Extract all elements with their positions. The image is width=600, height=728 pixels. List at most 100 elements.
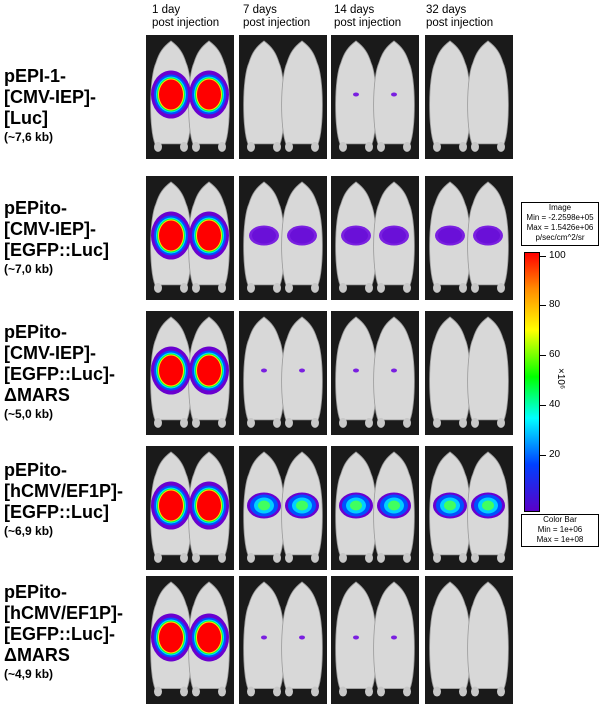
bioluminescence-signal (433, 492, 467, 519)
mouse-silhouette (335, 40, 377, 152)
imaging-panel (331, 35, 419, 159)
color-bar-tick (540, 305, 546, 306)
color-bar-tick-label: 80 (549, 299, 561, 310)
imaging-panel (331, 446, 419, 570)
column-header-7-days: 7 days post injection (243, 4, 331, 30)
imaging-panel-image (146, 576, 234, 704)
imaging-panel-image (331, 311, 419, 435)
bioluminescence-signal (299, 368, 305, 373)
construct-name: pEPito- [hCMV/EF1P]- [EGFP::Luc] (4, 460, 144, 523)
mouse-silhouette (373, 40, 415, 152)
imaging-panel (146, 176, 234, 300)
mouse-silhouette (243, 40, 285, 152)
row-label-pepito-hcmv-ef1p-egfp-luc: pEPito- [hCMV/EF1P]- [EGFP::Luc] (~6,9 k… (4, 460, 144, 539)
imaging-panel-image (239, 576, 327, 704)
construct-name-line: [EGFP::Luc]- (4, 624, 115, 644)
column-header-line1: 1 day (152, 4, 181, 16)
bioluminescence-signal (341, 225, 371, 246)
bioluminescence-signal (189, 211, 229, 260)
row-label-pepito-cmv-egfp-luc: pEPito- [CMV-IEP]- [EGFP::Luc] (~7,0 kb) (4, 198, 144, 277)
construct-name-line: pEPito- (4, 460, 67, 480)
construct-name-line: [EGFP::Luc] (4, 240, 109, 260)
bioluminescence-signal (391, 635, 397, 640)
construct-size: (~7,6 kb) (4, 130, 54, 144)
mouse-silhouette (243, 316, 285, 428)
imaging-panel-image (331, 446, 419, 570)
column-header-1-day: 1 day post injection (152, 4, 240, 30)
construct-name-line: [CMV-IEP]- (4, 343, 96, 363)
mouse-silhouette (429, 40, 471, 152)
construct-name-line: [EGFP::Luc] (4, 502, 109, 522)
mouse-silhouette (281, 316, 323, 428)
column-header-line2: post injection (243, 17, 311, 29)
bioluminescence-signal (189, 70, 229, 119)
bioluminescence-signal (377, 492, 411, 519)
bioluminescence-signal (261, 635, 267, 640)
bioluminescence-signal (299, 635, 305, 640)
row-label-pepi-1-cmv-luc: pEPI-1- [CMV-IEP]- [Luc] (~7,6 kb) (4, 66, 144, 145)
construct-name-line: [hCMV/EF1P]- (4, 603, 123, 623)
construct-name-line: pEPito- (4, 322, 67, 342)
imaging-panel-image (239, 311, 327, 435)
color-bar-tick (540, 405, 546, 406)
imaging-panel (146, 311, 234, 435)
color-bar-tick (540, 455, 546, 456)
color-bar-info-box: Color Bar Min = 1e+06 Max = 1e+08 (521, 514, 599, 547)
bioluminescence-signal (151, 481, 191, 530)
bioluminescence-signal (353, 368, 359, 373)
color-bar-tick (540, 355, 546, 356)
bioluminescence-signal (247, 492, 281, 519)
mouse-silhouette (281, 40, 323, 152)
construct-name: pEPito- [hCMV/EF1P]- [EGFP::Luc]- ΔMARS (4, 582, 144, 666)
bioluminescence-signal (379, 225, 409, 246)
column-header-line2: post injection (334, 17, 402, 29)
mouse-silhouette (429, 581, 471, 697)
bioluminescence-signal (473, 225, 503, 246)
imaging-panel (425, 176, 513, 300)
column-header-14-days: 14 days post injection (334, 4, 422, 30)
image-info-unit: p/sec/cm^2/sr (535, 233, 585, 242)
bioluminescence-signal (189, 481, 229, 530)
bioluminescence-signal (151, 70, 191, 119)
row-label-pepito-cmv-egfp-luc-dmars: pEPito- [CMV-IEP]- [EGFP::Luc]- ΔMARS (~… (4, 322, 144, 422)
color-bar-tick (540, 256, 546, 257)
column-header-32-days: 32 days post injection (426, 4, 514, 30)
construct-size: (~4,9 kb) (4, 667, 54, 681)
color-bar-unit: ×10⁶ (555, 368, 566, 390)
image-info-box: Image Min = -2.2598e+05 Max = 1.5426e+06… (521, 202, 599, 246)
color-bar-tick-label: 40 (549, 399, 561, 410)
imaging-panel-image (146, 311, 234, 435)
bioluminescence-signal (353, 92, 359, 97)
imaging-panel-image (239, 35, 327, 159)
construct-name-line: [EGFP::Luc]- (4, 364, 115, 384)
construct-name-line: [hCMV/EF1P]- (4, 481, 123, 501)
imaging-panel (331, 311, 419, 435)
mouse-silhouette (335, 581, 377, 697)
color-bar-info-title: Color Bar (543, 515, 577, 524)
imaging-panel-image (146, 446, 234, 570)
imaging-panel-image (425, 576, 513, 704)
imaging-panel (239, 311, 327, 435)
mouse-silhouette (467, 40, 509, 152)
imaging-panel (331, 576, 419, 704)
imaging-panel-image (146, 35, 234, 159)
column-header-line1: 32 days (426, 4, 467, 16)
bioluminescence-signal (189, 613, 229, 662)
construct-name-line: pEPito- (4, 582, 67, 602)
luminescence-color-bar (524, 252, 540, 512)
color-bar-info-min: Min = 1e+06 (537, 525, 583, 534)
construct-name-line: pEPI-1- (4, 66, 67, 86)
construct-size: (~5,0 kb) (4, 407, 54, 421)
imaging-panel (425, 576, 513, 704)
color-bar-tick-label: 20 (549, 449, 561, 460)
construct-name-line: [CMV-IEP]- (4, 87, 96, 107)
imaging-panel (425, 35, 513, 159)
bioluminescence-signal (391, 368, 397, 373)
bioluminescence-signal (151, 346, 191, 395)
imaging-panel-image (239, 446, 327, 570)
bioluminescence-signal (261, 368, 267, 373)
construct-name-line: ΔMARS (4, 645, 70, 665)
imaging-panel-image (331, 176, 419, 300)
mouse-silhouette (373, 316, 415, 428)
bioluminescence-signal (435, 225, 465, 246)
